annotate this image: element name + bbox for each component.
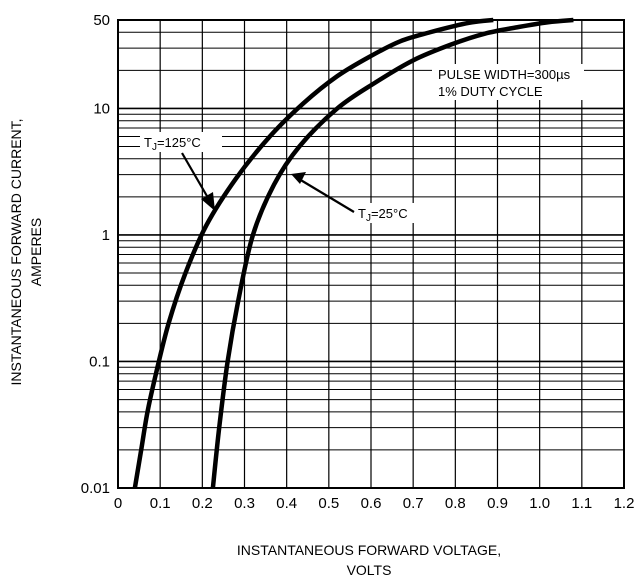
x-tick-label: 0.7 xyxy=(403,495,424,512)
series-line-125c xyxy=(132,17,494,489)
label-125c-text: TJ=125°C xyxy=(144,135,201,153)
label-25c-text: TJ=25°C xyxy=(358,206,408,224)
x-tick-label: 1.0 xyxy=(529,495,550,512)
x-tick-label: 0.4 xyxy=(276,495,297,512)
plot-frame xyxy=(117,19,625,489)
label-125c-arrow-line xyxy=(181,152,212,204)
pulse-width-note: PULSE WIDTH=300µs xyxy=(438,67,571,82)
y-tick-label: 50 xyxy=(93,12,110,29)
x-tick-label: 0.9 xyxy=(487,495,508,512)
series-line-25c xyxy=(210,17,574,489)
label-25c-arrow-head xyxy=(291,172,306,184)
label-125c-background xyxy=(140,132,222,152)
pulse-note: PULSE WIDTH=300µs 1% DUTY CYCLE xyxy=(432,64,584,100)
label-125c-arrow-head xyxy=(201,192,215,211)
y-axis-title-line-2: AMPERES xyxy=(28,218,44,286)
x-tick-label: 0.1 xyxy=(150,495,171,512)
label-125c: TJ=125°C xyxy=(140,132,222,211)
y-tick-label: 1 xyxy=(102,227,110,244)
x-tick-label: 0.6 xyxy=(361,495,382,512)
pulse-note-background xyxy=(432,64,584,100)
x-tick-label: 0.8 xyxy=(445,495,466,512)
x-tick-label: 1.2 xyxy=(614,495,635,512)
plot-border xyxy=(117,19,625,489)
x-tick-label: 0.3 xyxy=(234,495,255,512)
label-25c-background xyxy=(354,203,434,223)
x-tick-label: 0 xyxy=(114,495,122,512)
x-axis-title-line-2: VOLTS xyxy=(347,562,392,578)
duty-cycle-note: 1% DUTY CYCLE xyxy=(438,84,543,99)
x-tick-label: 0.2 xyxy=(192,495,213,512)
x-tick-label: 1.1 xyxy=(571,495,592,512)
y-tick-label: 0.1 xyxy=(89,353,110,370)
label-25c-arrow-line xyxy=(298,178,355,213)
y-axis-title-line-1: INSTANTANEOUS FORWARD CURRENT, xyxy=(8,118,24,385)
label-25c: TJ=25°C xyxy=(291,172,434,224)
series-lines xyxy=(132,17,574,489)
tick-labels: 0 0.1 0.2 0.3 0.4 0.5 0.6 0.7 0.8 0.9 1.0 1.1 1.2 0.0… xyxy=(81,12,635,512)
x-axis-title-line-1: INSTANTANEOUS FORWARD VOLTAGE, xyxy=(237,542,501,558)
y-tick-label: 0.01 xyxy=(81,480,110,497)
x-tick-label: 0.5 xyxy=(318,495,339,512)
y-tick-label: 10 xyxy=(93,100,110,117)
